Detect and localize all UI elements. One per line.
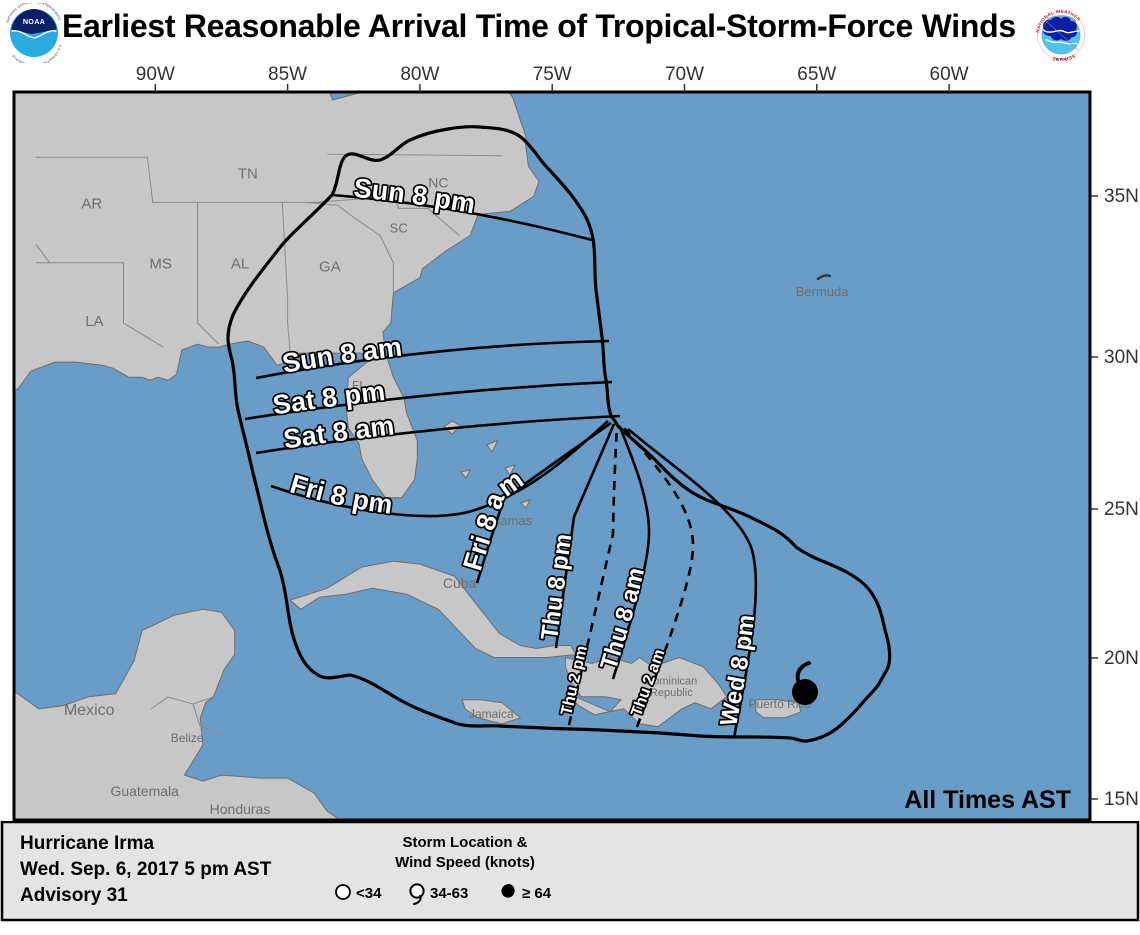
svg-text:60W: 60W: [930, 64, 969, 85]
svg-text:AR: AR: [81, 195, 102, 212]
svg-text:AL: AL: [231, 256, 249, 273]
svg-text:85W: 85W: [268, 64, 307, 85]
svg-text:GA: GA: [319, 259, 341, 276]
svg-text:Wind Speed (knots): Wind Speed (knots): [395, 854, 535, 871]
svg-text:34-63: 34-63: [430, 885, 468, 902]
svg-text:TN: TN: [238, 165, 258, 182]
svg-text:75W: 75W: [533, 64, 572, 85]
svg-text:All Times AST: All Times AST: [904, 786, 1071, 814]
svg-text:35N: 35N: [1104, 186, 1139, 207]
svg-text:Wed. Sep. 6, 2017 5 pm AST: Wed. Sep. 6, 2017 5 pm AST: [20, 859, 272, 880]
svg-text:SC: SC: [390, 221, 408, 236]
svg-text:65W: 65W: [797, 64, 836, 85]
svg-text:<34: <34: [356, 885, 382, 902]
svg-text:Jamaica: Jamaica: [469, 707, 514, 721]
svg-text:≥ 64: ≥ 64: [522, 885, 552, 902]
svg-text:80W: 80W: [400, 64, 439, 85]
svg-text:25N: 25N: [1104, 499, 1139, 520]
svg-text:MS: MS: [149, 256, 172, 273]
svg-text:Republic: Republic: [650, 687, 693, 699]
svg-text:Cuba: Cuba: [443, 575, 477, 591]
svg-text:Mexico: Mexico: [64, 702, 115, 719]
svg-text:LA: LA: [85, 313, 103, 330]
svg-text:30N: 30N: [1104, 347, 1139, 368]
svg-text:Advisory 31: Advisory 31: [20, 885, 128, 906]
svg-text:70W: 70W: [665, 64, 704, 85]
svg-text:Guatemala: Guatemala: [110, 783, 179, 799]
svg-text:Hurricane Irma: Hurricane Irma: [20, 833, 155, 854]
svg-text:Bermuda: Bermuda: [796, 284, 850, 299]
svg-text:90W: 90W: [136, 64, 175, 85]
svg-text:Honduras: Honduras: [210, 801, 271, 817]
svg-text:Belize: Belize: [171, 731, 204, 745]
svg-text:Storm Location &: Storm Location &: [402, 834, 527, 851]
svg-text:15N: 15N: [1104, 789, 1139, 810]
svg-text:20N: 20N: [1104, 648, 1139, 669]
